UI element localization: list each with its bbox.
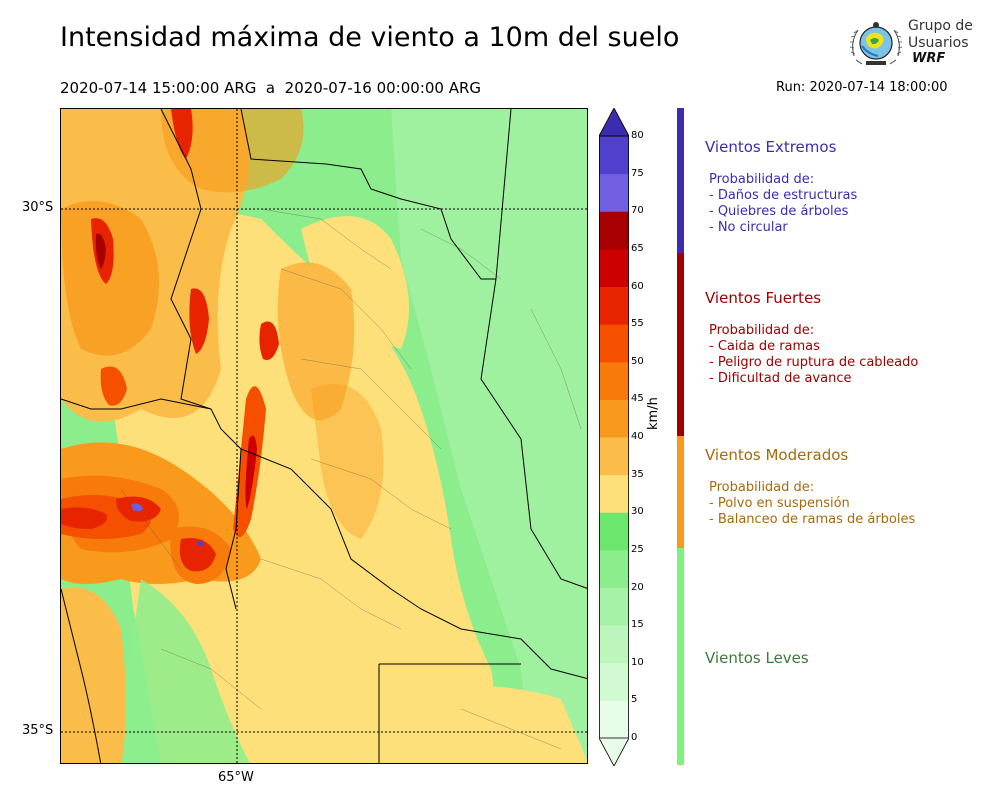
colorbar	[598, 107, 630, 767]
colorbar-extend-high	[598, 107, 630, 137]
lat-label-35s: 35°S	[22, 723, 54, 738]
colorbar-swatch	[599, 324, 629, 363]
colorbar-swatch	[599, 173, 629, 212]
colorbar-unit: km/h	[646, 397, 661, 430]
desc-line: - Caida de ramas	[709, 339, 820, 354]
colorbar-tick-label: 40	[631, 431, 644, 442]
legend-bar-moderados	[677, 436, 684, 548]
lat-label-30s: 30°S	[22, 200, 54, 215]
category-desc-extremos: Probabilidad de: - Daños de estructuras …	[709, 172, 857, 236]
run-timestamp: Run: 2020-07-14 18:00:00	[776, 80, 948, 95]
wind-map	[60, 108, 588, 764]
colorbar-swatch	[599, 136, 629, 175]
logo-text-line2: Usuarios	[908, 35, 969, 51]
desc-line: Probabilidad de:	[709, 323, 815, 338]
colorbar-tick-label: 25	[631, 543, 644, 555]
desc-line: - Quiebres de árboles	[709, 204, 849, 219]
grupo-usuarios-wrf-logo: Grupo de Usuarios WRF	[848, 16, 978, 72]
colorbar-swatch	[599, 625, 629, 664]
colorbar-swatch	[599, 512, 629, 551]
colorbar-tick-label: 5	[631, 694, 638, 706]
colorbar-swatch	[599, 248, 629, 288]
colorbar-swatch	[599, 286, 629, 325]
colorbar-outline	[599, 135, 629, 739]
legend-bar-fuertes	[677, 253, 684, 436]
legend-bar-leves	[677, 548, 684, 765]
desc-line: - Daños de estructuras	[709, 188, 858, 203]
forecast-period: 2020-07-14 15:00:00 ARG a 2020-07-16 00:…	[60, 79, 482, 97]
desc-line: - Polvo en suspensión	[709, 496, 850, 511]
colorbar-tick-label: 75	[631, 167, 644, 179]
colorbar-swatch	[599, 437, 629, 476]
colorbar-tick-label: 0	[631, 732, 638, 743]
colorbar-swatch	[599, 587, 629, 626]
legend-bar-extremos	[677, 108, 684, 253]
colorbar-tick-label: 10	[631, 656, 644, 668]
colorbar-tick-label: 65	[631, 242, 644, 254]
desc-line: - Dificultad de avance	[709, 371, 852, 386]
colorbar-tick-label: 30	[631, 506, 644, 518]
colorbar-tick-label: 80	[631, 130, 644, 141]
colorbar-swatch	[599, 361, 629, 400]
field-extreme-spot-1	[131, 503, 143, 512]
department-borders	[120, 208, 582, 750]
colorbar-swatch	[599, 549, 629, 589]
colorbar-tick-label: 60	[631, 280, 644, 292]
map-title: Intensidad máxima de viento a 10m del su…	[60, 22, 680, 53]
colorbar-tick-label: 20	[631, 581, 644, 593]
colorbar-swatch	[599, 474, 629, 513]
colorbar-tick-label: 45	[631, 393, 644, 405]
category-title-fuertes: Vientos Fuertes	[705, 289, 822, 307]
colorbar-swatch	[599, 211, 629, 250]
colorbar-tick-label: 50	[631, 355, 644, 367]
desc-line: - Peligro de ruptura de cableado	[709, 355, 919, 370]
colorbar-tick-label: 35	[631, 468, 644, 480]
field-extreme-spot-2	[198, 540, 204, 546]
colorbar-tick-label: 70	[631, 205, 644, 217]
logo-text-wrf: WRF	[912, 51, 946, 66]
category-desc-fuertes: Probabilidad de: - Caida de ramas - Peli…	[709, 323, 918, 387]
category-title-leves: Vientos Leves	[705, 649, 809, 667]
colorbar-tick-label: 55	[631, 318, 644, 330]
wind-intensity-field	[61, 109, 587, 763]
colorbar-swatch	[599, 700, 629, 739]
colorbar-tick-label: 15	[631, 619, 644, 631]
desc-line: Probabilidad de:	[709, 172, 815, 187]
desc-line: Probabilidad de:	[709, 480, 815, 495]
desc-line: - Balanceo de ramas de árboles	[709, 512, 916, 527]
colorbar-swatch	[599, 662, 629, 701]
logo-text-line1: Grupo de	[908, 18, 973, 34]
category-desc-moderados: Probabilidad de: - Polvo en suspensión -…	[709, 480, 915, 528]
globe-logo-icon	[849, 22, 903, 65]
colorbar-swatch	[599, 399, 629, 438]
category-title-extremos: Vientos Extremos	[705, 138, 837, 156]
category-title-moderados: Vientos Moderados	[705, 446, 849, 464]
colorbar-swatches	[598, 107, 630, 767]
colorbar-extend-low	[598, 737, 630, 767]
desc-line: - No circular	[709, 220, 788, 235]
graticule	[61, 109, 587, 763]
lon-label-65w: 65°W	[218, 770, 254, 785]
country-borders	[61, 109, 587, 763]
